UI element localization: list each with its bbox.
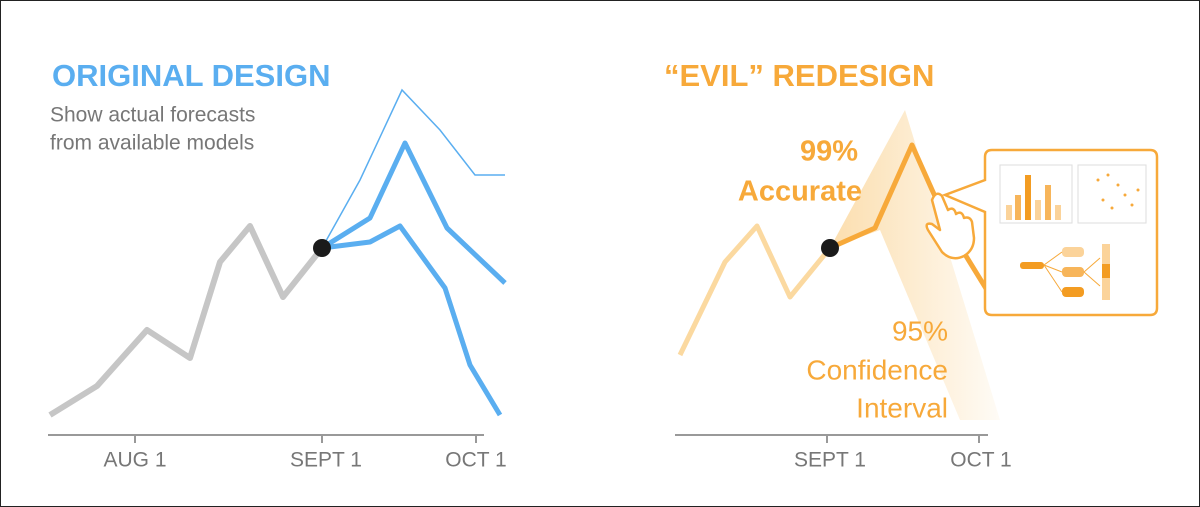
mini-scatter	[1077, 164, 1147, 224]
mini-bar-chart	[999, 164, 1073, 224]
forecast-line	[320, 140, 507, 285]
interval-text: Interval	[856, 392, 948, 423]
axis-label: SEPT 1	[290, 449, 362, 472]
accuracy-text: Accurate	[738, 176, 862, 208]
accuracy-text: 99%	[800, 136, 858, 168]
today-dot	[313, 239, 331, 257]
mini-diagram	[1020, 244, 1110, 300]
left-title: ORIGINAL DESIGN	[52, 58, 330, 93]
interval-text: 95%	[892, 315, 948, 346]
forecast-line	[321, 88, 505, 249]
axis-label: OCT 1	[445, 449, 506, 472]
hand-cursor	[925, 192, 976, 260]
subtitle-line: Show actual forecasts	[50, 104, 255, 127]
history-line	[677, 223, 832, 357]
confidence-cone	[830, 110, 1000, 420]
history-line	[48, 223, 325, 418]
forecast-line	[321, 223, 503, 417]
interval-text: Confidence	[806, 354, 948, 385]
subtitle-line: from available models	[50, 132, 254, 155]
axis-label: AUG 1	[103, 449, 166, 472]
today-dot	[821, 239, 839, 257]
axis-label: SEPT 1	[794, 449, 866, 472]
right-title: “EVIL” REDESIGN	[664, 58, 934, 93]
axis-label: OCT 1	[950, 449, 1011, 472]
